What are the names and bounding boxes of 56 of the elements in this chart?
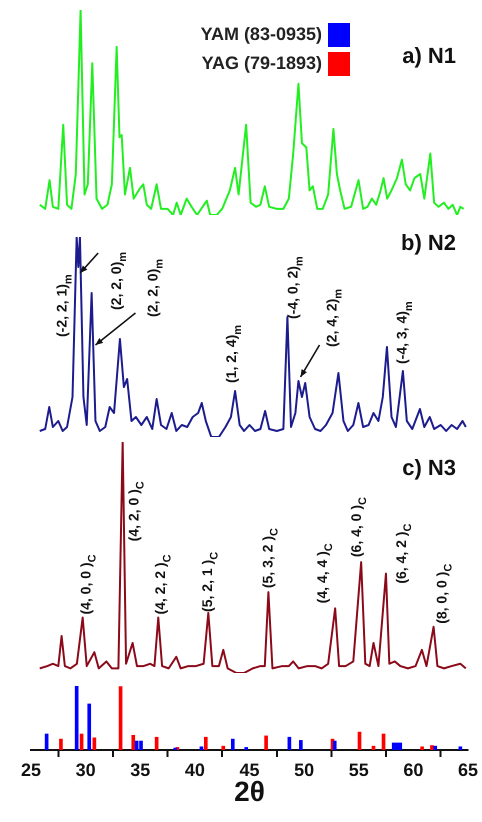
x-tick-label: 30 — [76, 760, 96, 780]
bar — [244, 747, 248, 750]
annotation: (5, 2, 1 )C — [199, 552, 220, 612]
annotation: (-4, 3, 4)m — [394, 301, 415, 364]
bar — [382, 734, 386, 750]
bar — [200, 746, 204, 750]
bar — [139, 740, 143, 750]
bar — [430, 745, 434, 750]
bar — [74, 686, 78, 750]
bar — [299, 740, 303, 750]
x-tick-label: 35 — [130, 760, 150, 780]
bar — [87, 704, 92, 750]
bar — [204, 736, 208, 750]
bar — [59, 738, 63, 750]
annotation: (2, 4, 2)m — [323, 288, 345, 347]
bar — [288, 736, 292, 750]
bar — [221, 746, 226, 750]
bar — [332, 740, 337, 750]
annotation: (4, 2, 2 )C — [152, 554, 174, 615]
bar — [44, 734, 48, 750]
bar — [372, 746, 376, 750]
bar — [118, 686, 122, 750]
x-tick-label: 65 — [458, 760, 478, 780]
annotation: (6, 4, 2 )C — [392, 524, 414, 584]
x-tick-label: 50 — [294, 760, 314, 780]
bar — [458, 746, 462, 750]
bar — [433, 746, 438, 750]
bar — [92, 738, 96, 750]
text: a) N1 — [402, 43, 456, 68]
chart-title: b) N2 — [401, 230, 456, 255]
bar — [420, 746, 424, 750]
bar — [398, 742, 402, 750]
annotation: (4, 4, 4 )C — [314, 543, 336, 604]
annotation: (-2, 2, 1)m — [54, 274, 75, 337]
annotation: (8, 0, 0 )C — [433, 564, 455, 624]
x-tick-label: 40 — [184, 760, 205, 780]
annotation: (2, 2, 0)m — [108, 252, 130, 310]
x-tick-label: 25 — [20, 760, 42, 780]
annotation: (2, 2, 0)m — [144, 258, 166, 317]
annotation: (6, 4, 0 )C — [348, 496, 370, 558]
bar — [131, 734, 136, 750]
bar — [80, 734, 84, 750]
annotation: (1, 2, 4)m — [222, 324, 244, 383]
annotation: (4, 2, 0 )C — [126, 481, 147, 542]
annotation: (4, 0, 0 )C — [78, 554, 99, 615]
bar — [230, 738, 235, 750]
bar — [154, 736, 158, 750]
x-tick-label: 60 — [403, 760, 424, 780]
annotation: (-4, 0, 2)m — [284, 256, 306, 319]
bar — [264, 736, 268, 750]
legend-label: YAG (79-1893) — [202, 53, 322, 74]
text: c) N3 — [402, 455, 456, 480]
annotation: (5, 3, 2 )C — [259, 528, 280, 588]
legend-label: YAM (83-0935) — [200, 24, 322, 45]
bar — [358, 732, 362, 750]
x-tick-label: 55 — [348, 760, 369, 780]
